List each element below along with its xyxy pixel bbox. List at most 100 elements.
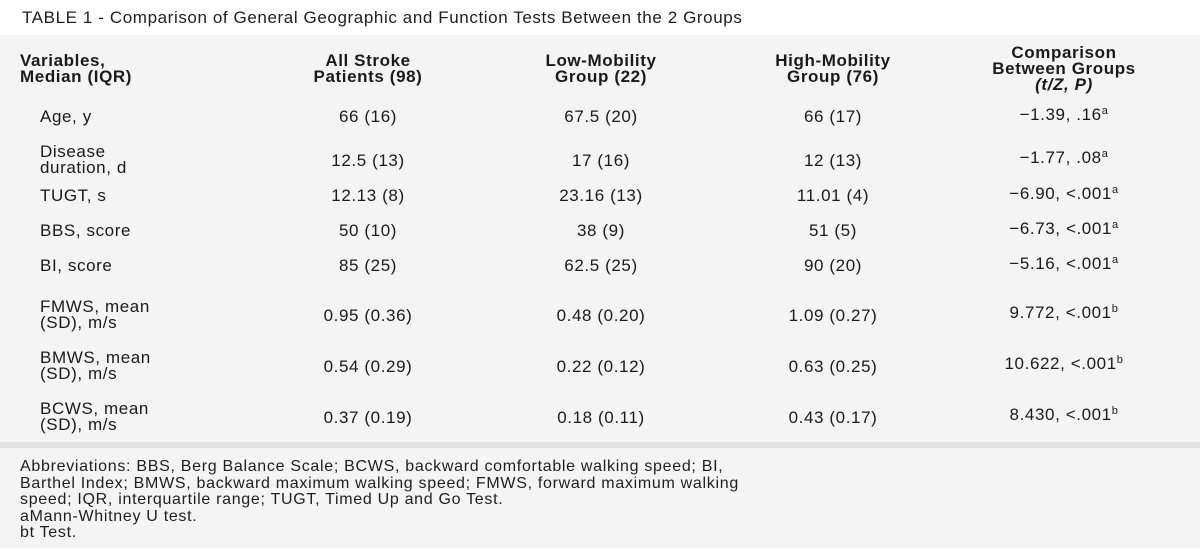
comparison-value: −6.90, <.001 bbox=[1009, 184, 1112, 203]
divider bbox=[0, 442, 1200, 448]
data-table: Variables, Median (IQR) All Stroke Patie… bbox=[0, 35, 1200, 442]
comparison-value: −1.77, .08 bbox=[1019, 148, 1102, 167]
table-row: Age, y 66 (16) 67.5 (20) 66 (17) −1.39, .16a bbox=[0, 105, 1200, 129]
table-row: BI, score 85 (25) 62.5 (25) 90 (20) −5.16, <… bbox=[0, 254, 1200, 278]
header-all-line1: All Stroke bbox=[325, 51, 411, 70]
header-low-line2: Group (22) bbox=[555, 67, 647, 86]
cell-low-mobility: 38 (9) bbox=[576, 221, 626, 240]
footnote-marker: b bbox=[1111, 405, 1119, 417]
comparison-value: 8.430, <.001 bbox=[1009, 405, 1112, 424]
comparison-value: −5.16, <.001 bbox=[1009, 254, 1112, 273]
variable-label: Disease duration, d bbox=[40, 142, 127, 177]
variable-label-line: TUGT, s bbox=[40, 186, 107, 205]
header-variables: Variables, Median (IQR) bbox=[20, 51, 133, 86]
variable-label-line: (SD), m/s bbox=[40, 364, 118, 383]
header-all-line2: Patients (98) bbox=[313, 67, 423, 86]
cell-comparison: 8.430, <.001b bbox=[1009, 405, 1119, 424]
header-comparison: Comparison Between Groups (t/Z, P) bbox=[992, 43, 1136, 94]
cell-all-stroke: 12.5 (13) bbox=[331, 151, 405, 170]
cell-high-mobility: 12 (13) bbox=[803, 151, 863, 170]
variable-label-line: FMWS, mean bbox=[40, 297, 150, 316]
table-row: TUGT, s 12.13 (8) 23.16 (13) 11.01 (4) −6.90… bbox=[0, 184, 1200, 208]
variable-label: TUGT, s bbox=[40, 186, 107, 205]
variable-label: BI, score bbox=[40, 256, 113, 275]
cell-comparison: 9.772, <.001b bbox=[1009, 303, 1119, 322]
cell-all-stroke: 85 (25) bbox=[338, 256, 398, 275]
cell-high-mobility: 11.01 (4) bbox=[796, 186, 870, 205]
cell-all-stroke: 0.95 (0.36) bbox=[323, 306, 413, 325]
cell-low-mobility: 0.18 (0.11) bbox=[557, 408, 645, 427]
footnote-b: bt Test. bbox=[20, 524, 77, 541]
comparison-value: 10.622, <.001 bbox=[1004, 354, 1117, 373]
variable-label-line: Disease bbox=[40, 142, 106, 161]
cell-all-stroke: 50 (10) bbox=[338, 221, 398, 240]
cell-high-mobility: 0.43 (0.17) bbox=[788, 408, 878, 427]
footnote-marker: b bbox=[1116, 354, 1124, 366]
cell-low-mobility: 23.16 (13) bbox=[559, 186, 643, 205]
cell-comparison: −6.73, <.001a bbox=[1009, 219, 1119, 238]
footnote-marker: b bbox=[1111, 303, 1119, 315]
header-cmp-line2: Between Groups bbox=[992, 59, 1136, 78]
header-variables-line2: Median (IQR) bbox=[20, 67, 133, 86]
table-row: BCWS, mean (SD), m/s 0.37 (0.19) 0.18 (0.11… bbox=[0, 399, 1200, 435]
cell-low-mobility: 0.22 (0.12) bbox=[556, 357, 646, 376]
table-row: Disease duration, d 12.5 (13) 17 (16) 12 (13… bbox=[0, 142, 1200, 178]
comparison-value: 9.772, <.001 bbox=[1009, 303, 1112, 322]
variable-label: BMWS, mean (SD), m/s bbox=[40, 348, 151, 383]
variable-label-line: Age, y bbox=[40, 107, 92, 126]
footnote-marker: a bbox=[1111, 219, 1119, 231]
table-footnotes: Abbreviations: BBS, Berg Balance Scale; … bbox=[20, 458, 1180, 542]
header-low-line1: Low-Mobility bbox=[545, 51, 657, 70]
cell-high-mobility: 66 (17) bbox=[803, 107, 863, 126]
header-variables-line1: Variables, bbox=[20, 51, 106, 70]
footnote-marker: a bbox=[1101, 105, 1109, 117]
header-high-line1: High-Mobility bbox=[775, 51, 891, 70]
cell-all-stroke: 0.37 (0.19) bbox=[323, 408, 413, 427]
variable-label-line: (SD), m/s bbox=[40, 415, 118, 434]
variable-label: BCWS, mean (SD), m/s bbox=[40, 399, 149, 434]
cell-comparison: 10.622, <.001b bbox=[1004, 354, 1124, 373]
header-high-line2: Group (76) bbox=[787, 67, 879, 86]
cell-high-mobility: 1.09 (0.27) bbox=[788, 306, 878, 325]
header-all-stroke: All Stroke Patients (98) bbox=[313, 51, 423, 86]
cell-comparison: −1.39, .16a bbox=[1019, 105, 1109, 124]
table-row: BMWS, mean (SD), m/s 0.54 (0.29) 0.22 (0.12… bbox=[0, 348, 1200, 384]
cell-low-mobility: 67.5 (20) bbox=[564, 107, 638, 126]
cell-low-mobility: 62.5 (25) bbox=[564, 256, 638, 275]
comparison-value: −6.73, <.001 bbox=[1009, 219, 1112, 238]
cell-high-mobility: 0.63 (0.25) bbox=[788, 357, 878, 376]
cell-comparison: −6.90, <.001a bbox=[1009, 184, 1119, 203]
cell-comparison: −5.16, <.001a bbox=[1009, 254, 1119, 273]
table-title: TABLE 1 - Comparison of General Geograph… bbox=[22, 8, 743, 27]
cell-high-mobility: 90 (20) bbox=[803, 256, 863, 275]
comparison-value: −1.39, .16 bbox=[1019, 105, 1102, 124]
table-row: BBS, score 50 (10) 38 (9) 51 (5) −6.73, <.00… bbox=[0, 219, 1200, 243]
cell-all-stroke: 12.13 (8) bbox=[331, 186, 405, 205]
footnote-marker: a bbox=[1111, 254, 1119, 266]
variable-label-line: duration, d bbox=[40, 158, 127, 177]
variable-label-line: BCWS, mean bbox=[40, 399, 149, 418]
footnote-line: Barthel Index; BMWS, backward maximum wa… bbox=[20, 474, 739, 492]
cell-low-mobility: 17 (16) bbox=[571, 151, 631, 170]
footnote-line: Abbreviations: BBS, Berg Balance Scale; … bbox=[20, 458, 724, 475]
footnote-marker: a bbox=[1101, 148, 1109, 160]
header-cmp-line1: Comparison bbox=[1011, 43, 1117, 62]
variable-label-line: BI, score bbox=[40, 256, 113, 275]
table-row: FMWS, mean (SD), m/s 0.95 (0.36) 0.48 (0.20… bbox=[0, 297, 1200, 333]
variable-label: Age, y bbox=[40, 107, 92, 126]
variable-label: BBS, score bbox=[40, 221, 132, 240]
cell-comparison: −1.77, .08a bbox=[1019, 148, 1109, 167]
header-low-mobility: Low-Mobility Group (22) bbox=[545, 51, 657, 86]
variable-label-line: BBS, score bbox=[40, 221, 132, 240]
variable-label-line: (SD), m/s bbox=[40, 313, 118, 332]
cell-all-stroke: 0.54 (0.29) bbox=[323, 357, 413, 376]
header-high-mobility: High-Mobility Group (76) bbox=[775, 51, 891, 86]
footnote-line: speed; IQR, interquartile range; TUGT, T… bbox=[20, 491, 504, 508]
variable-label-line: BMWS, mean bbox=[40, 348, 151, 367]
footnote-marker: a bbox=[1111, 184, 1119, 196]
cell-all-stroke: 66 (16) bbox=[338, 107, 398, 126]
header-cmp-line3: (t/Z, P) bbox=[1035, 75, 1093, 94]
title-bar: TABLE 1 - Comparison of General Geograph… bbox=[0, 0, 1200, 35]
cell-high-mobility: 51 (5) bbox=[808, 221, 858, 240]
